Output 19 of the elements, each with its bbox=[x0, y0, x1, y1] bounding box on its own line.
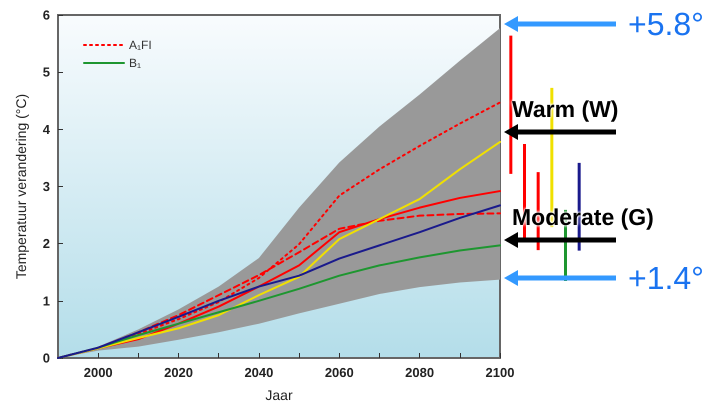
x-axis-title: Jaar bbox=[265, 387, 293, 403]
text: +5.8° bbox=[628, 6, 704, 42]
x-tick-label: 2060 bbox=[324, 365, 354, 380]
x-tick-label: 2020 bbox=[164, 365, 194, 380]
x-tick-label: 2080 bbox=[405, 365, 434, 380]
legend-label: B₁ bbox=[129, 56, 142, 70]
legend-label: A₁FI bbox=[129, 38, 152, 52]
x-tick-label: 2040 bbox=[244, 365, 274, 380]
x-tick-label: 2000 bbox=[84, 365, 113, 380]
y-tick-label: 0 bbox=[42, 350, 50, 366]
y-tick-label: 1 bbox=[42, 293, 50, 308]
y-tick-label: 2 bbox=[42, 236, 50, 252]
text: +1.4° bbox=[628, 260, 704, 296]
y-tick-label: 3 bbox=[42, 179, 50, 194]
y-tick-label: 5 bbox=[42, 64, 50, 80]
y-tick-label: 4 bbox=[42, 122, 51, 137]
x-tick-label: 2100 bbox=[486, 365, 514, 380]
y-tick-label: 6 bbox=[42, 8, 50, 22]
y-axis-title: Temperatuur verandering (°C) bbox=[13, 94, 29, 280]
